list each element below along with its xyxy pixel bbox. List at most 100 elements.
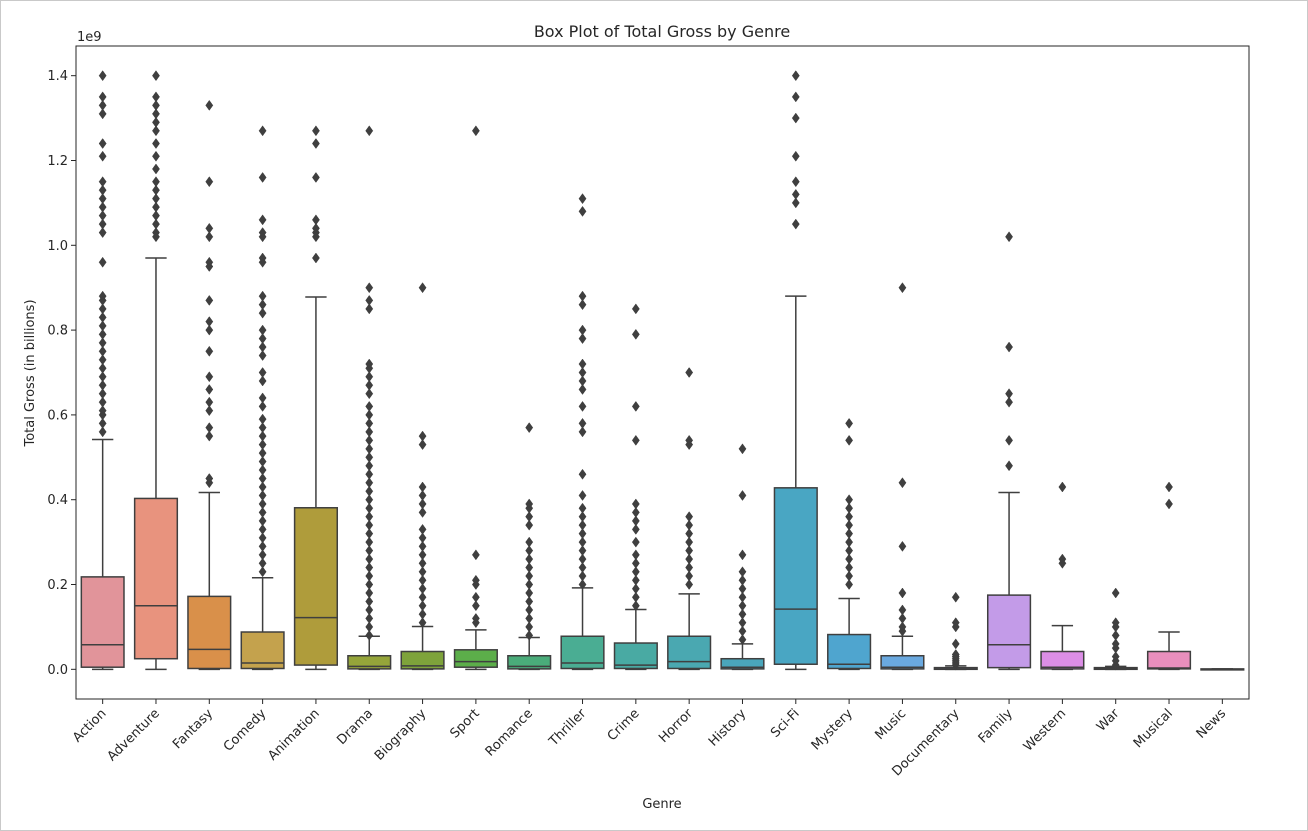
outlier-point [312,252,320,264]
outlier-point [258,227,267,238]
outlier-point [898,621,907,633]
box-group [720,443,765,671]
outlier-point [365,468,374,480]
outlier-point [845,502,854,514]
box-group [613,303,658,671]
outlier-point [365,553,374,565]
outlier-point [898,613,907,624]
outlier-point [418,583,427,595]
outlier-point [258,290,267,302]
outlier-point [258,490,267,501]
outlier-point [258,439,267,451]
outlier-point [791,70,800,82]
outlier-point [365,371,374,383]
outlier-point [152,184,160,196]
outlier-point [152,227,160,238]
outlier-point [685,545,694,557]
outlier-point [98,138,107,149]
outlier-point [365,400,374,412]
outlier-point [258,125,267,137]
outlier-point [152,210,160,222]
x-tick-label: News [1194,706,1230,742]
box-group [827,417,872,671]
plot-area [75,45,1250,700]
outlier-point [258,532,267,544]
outlier-point [365,502,374,514]
outlier-point [898,540,907,552]
outlier-point [258,557,267,569]
chart-title: Box Plot of Total Gross by Genre [534,22,790,41]
outlier-point [258,507,267,518]
outlier-point [98,311,107,323]
outlier-point [98,396,107,408]
outlier-point [258,515,267,527]
outlier-point [525,629,534,641]
outlier-point [258,473,267,484]
outlier-point [631,507,640,518]
outlier-point [845,579,854,590]
outlier-point [685,519,694,531]
box-group [880,282,925,671]
outlier-point [418,608,427,620]
outlier-point [152,70,160,82]
outlier-point [578,468,587,480]
outlier-point [205,396,214,408]
outlier-point [312,125,320,137]
outlier-point [365,596,374,607]
outlier-point [685,579,694,590]
outlier-point [525,579,534,590]
outlier-point [418,498,427,510]
x-tick-label: Sport [447,706,482,741]
outlier-point [258,400,267,412]
outlier-point [631,303,640,315]
outlier-point [631,328,640,340]
outlier-point [365,604,374,616]
outlier-point [471,125,480,137]
x-tick-label: Adventure [105,706,163,764]
outlier-point [1005,388,1013,400]
outlier-point [418,566,427,578]
outlier-point [685,553,694,565]
outlier-point [205,176,214,188]
outlier-point [98,354,107,366]
outlier-point [791,112,800,124]
outlier-point [525,519,534,531]
x-tick-label: Family [976,706,1016,746]
outlier-point [258,307,267,319]
outlier-point [258,498,267,510]
outlier-point [951,638,960,650]
outlier-point [685,511,694,523]
outlier-point [365,545,374,557]
outlier-point [578,579,587,590]
box-body [293,507,339,666]
outlier-point [738,583,747,595]
box-group [347,125,392,671]
outlier-point [578,324,587,336]
outlier-point [578,545,587,557]
box-body [667,635,712,670]
outlier-point [365,511,374,523]
outlier-point [951,617,960,629]
box-group [80,70,125,671]
outlier-point [525,604,534,616]
outlier-point [418,540,427,552]
outlier-point [738,443,747,455]
outlier-point [418,574,427,586]
outlier-point [525,511,534,523]
outlier-point [205,222,214,234]
outlier-point [98,108,107,120]
outlier-point [578,528,587,540]
x-tick-label: Action [70,706,109,745]
outlier-point [471,600,480,612]
outlier-point [258,464,267,476]
outlier-point [471,549,480,561]
outlier-point [525,562,534,573]
outlier-point [845,528,854,540]
box-body [133,497,179,660]
outlier-point [631,498,640,510]
outlier-point [418,523,427,535]
outlier-point [525,570,534,582]
outlier-point [205,294,214,306]
outlier-point [578,384,587,395]
